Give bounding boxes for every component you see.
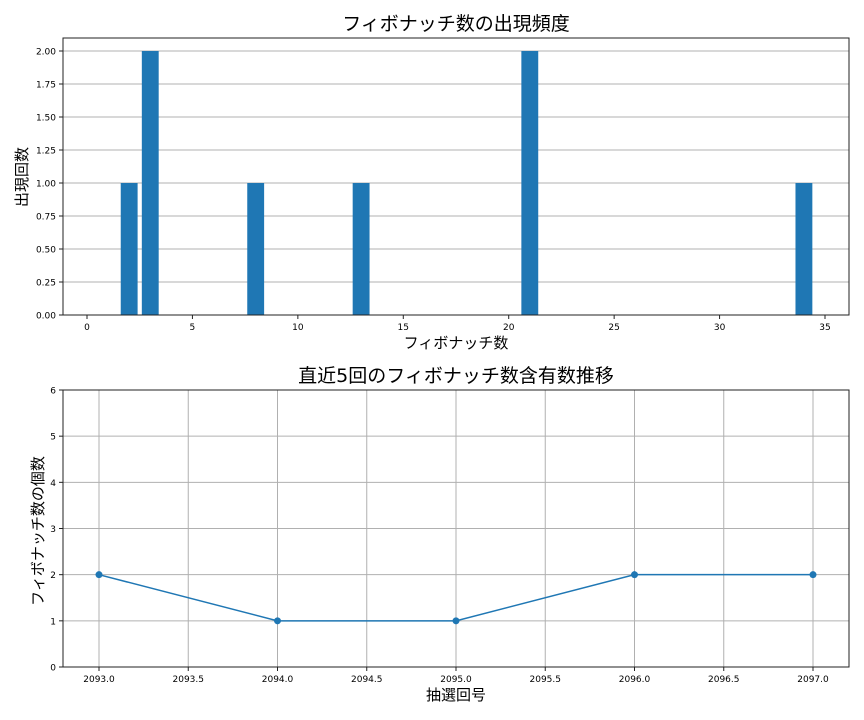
y-tick-label: 4 bbox=[50, 479, 56, 489]
bar bbox=[795, 183, 813, 315]
y-tick-label: 1.75 bbox=[36, 81, 56, 91]
x-tick-label: 2093.0 bbox=[83, 675, 115, 685]
y-tick-label: 1.50 bbox=[36, 114, 56, 124]
x-tick-label: 30 bbox=[714, 323, 726, 333]
y-tick-label: 1.00 bbox=[36, 180, 56, 190]
x-tick-label: 5 bbox=[190, 323, 196, 333]
y-tick-label: 0.25 bbox=[36, 279, 56, 289]
line-chart-y-label: フィボナッチ数の個数 bbox=[29, 456, 47, 606]
line-chart-title: 直近5回のフィボナッチ数含有数推移 bbox=[298, 365, 614, 387]
bar bbox=[120, 183, 138, 315]
y-tick-label: 1 bbox=[50, 617, 56, 627]
bar bbox=[352, 183, 370, 315]
y-tick-label: 0.00 bbox=[36, 312, 56, 322]
x-tick-label: 15 bbox=[398, 323, 409, 333]
line-chart-series bbox=[95, 571, 817, 625]
y-tick-label: 3 bbox=[50, 525, 56, 535]
x-tick-label: 2096.0 bbox=[619, 675, 651, 685]
data-point-marker bbox=[452, 617, 460, 625]
y-tick-label: 6 bbox=[50, 387, 56, 397]
x-tick-label: 2094.5 bbox=[351, 675, 383, 685]
bar bbox=[521, 51, 539, 315]
bar-chart-y-label: 出現回数 bbox=[13, 147, 31, 207]
x-tick-label: 20 bbox=[503, 323, 515, 333]
bar-chart-gridlines bbox=[63, 50, 849, 316]
y-tick-label: 0.75 bbox=[36, 213, 56, 223]
bar-chart-axes-frame bbox=[62, 37, 850, 316]
y-tick-label: 0 bbox=[50, 664, 56, 674]
bar-chart-title: フィボナッチ数の出現頻度 bbox=[342, 13, 570, 35]
data-point-marker bbox=[631, 571, 638, 579]
bar-chart-x-ticks: 0 5 10 15 20 25 30 35 bbox=[84, 315, 831, 333]
bar-chart: フィボナッチ数の出現頻度 0.00 0.25 0.50 0.75 1.00 1.25 1.5… bbox=[13, 13, 850, 352]
line-chart-gridlines bbox=[63, 389, 849, 668]
y-tick-label: 2 bbox=[50, 571, 56, 581]
bar-chart-x-label: フィボナッチ数 bbox=[404, 334, 509, 352]
x-tick-label: 10 bbox=[292, 323, 304, 333]
line-chart-x-label: 抽選回号 bbox=[426, 686, 486, 704]
x-tick-label: 2097.0 bbox=[797, 675, 829, 685]
bar-chart-bars bbox=[120, 51, 813, 315]
x-tick-label: 2093.5 bbox=[173, 675, 205, 685]
line-chart-x-ticks: 2093.0 2093.5 2094.0 2094.5 2095.0 2095.5 2096… bbox=[83, 667, 829, 685]
x-tick-label: 25 bbox=[608, 323, 619, 333]
bar-chart-y-ticks: 0.00 0.25 0.50 0.75 1.00 1.25 1.50 1.75 2.00 bbox=[36, 48, 63, 322]
x-tick-label: 2094.0 bbox=[262, 675, 294, 685]
x-tick-label: 2095.5 bbox=[530, 675, 562, 685]
x-tick-label: 2095.0 bbox=[440, 675, 472, 685]
bar bbox=[247, 183, 265, 315]
x-tick-label: 2096.5 bbox=[708, 675, 740, 685]
data-point-marker bbox=[274, 617, 281, 625]
x-tick-label: 0 bbox=[84, 323, 90, 333]
y-tick-label: 0.50 bbox=[36, 246, 56, 256]
y-tick-label: 5 bbox=[50, 433, 56, 443]
line-chart-y-ticks: 0 1 2 3 4 5 6 bbox=[50, 387, 63, 674]
bar bbox=[141, 51, 159, 315]
data-point-marker bbox=[95, 571, 103, 579]
y-tick-label: 2.00 bbox=[36, 48, 56, 58]
data-point-marker bbox=[809, 571, 817, 579]
x-tick-label: 35 bbox=[819, 323, 830, 333]
y-tick-label: 1.25 bbox=[36, 147, 56, 157]
